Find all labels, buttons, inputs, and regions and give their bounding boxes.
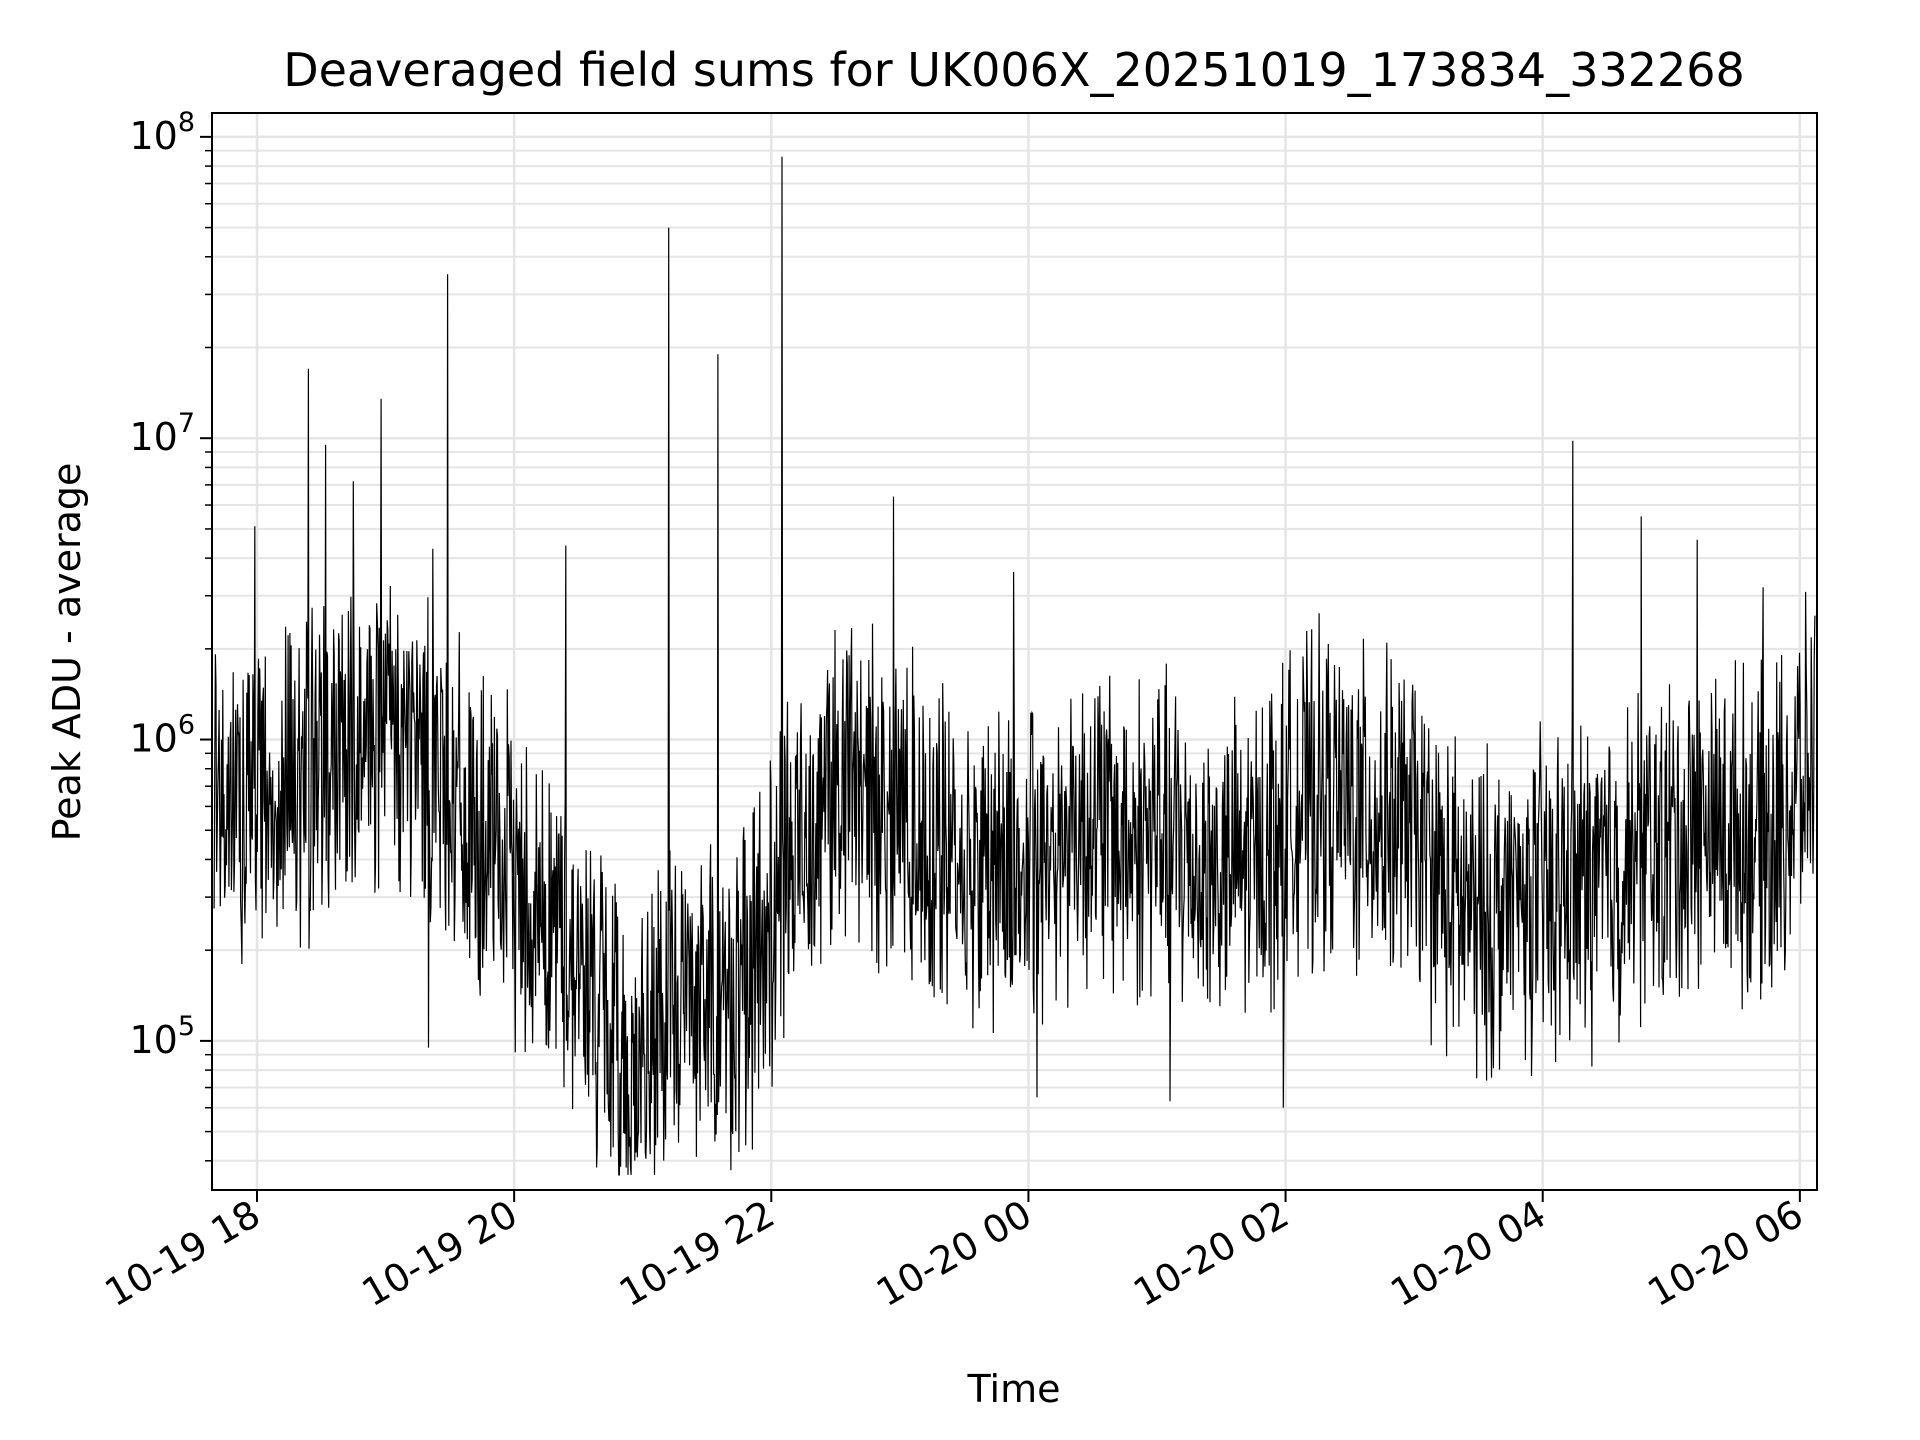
chart-title: Deaveraged field sums for UK006X_2025101… xyxy=(283,43,1745,97)
y-tick-label: 107 xyxy=(129,408,195,459)
y-tick-label: 105 xyxy=(129,1011,195,1062)
y-axis: 105 106 107 108 xyxy=(129,107,212,1162)
plot-frame xyxy=(211,112,1818,1191)
y-axis-label: Peak ADU - average xyxy=(45,463,89,842)
series-line xyxy=(213,156,1816,1176)
y-tick-label: 106 xyxy=(129,710,195,761)
y-tick-label: 108 xyxy=(129,107,195,158)
series-path xyxy=(213,156,1816,1176)
x-axis-label: Time xyxy=(967,1367,1061,1411)
